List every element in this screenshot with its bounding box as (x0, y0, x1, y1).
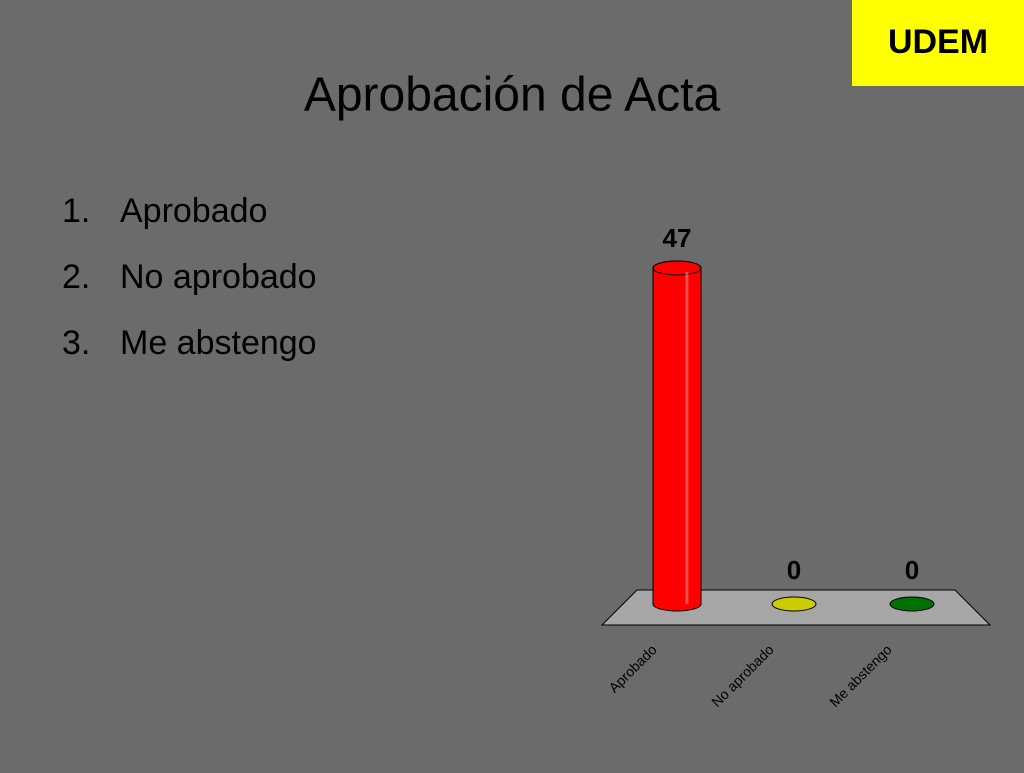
list-text: No aprobado (120, 258, 317, 296)
list-number: 3. (62, 324, 90, 362)
value-label: 0 (787, 555, 801, 585)
list-text: Me abstengo (120, 324, 317, 362)
value-label: 47 (663, 223, 692, 253)
bar (771, 596, 817, 612)
bar-top (652, 260, 702, 276)
slide-title: Aprobación de Acta (304, 69, 721, 122)
bar-shine (685, 272, 689, 604)
list-number: 2. (62, 258, 90, 296)
logo: UDEM (888, 23, 988, 61)
value-label: 0 (905, 555, 919, 585)
bar (652, 260, 702, 612)
list-text: Aprobado (120, 192, 267, 230)
logo-box (852, 0, 1024, 86)
bar (889, 596, 935, 612)
list-number: 1. (62, 192, 90, 230)
